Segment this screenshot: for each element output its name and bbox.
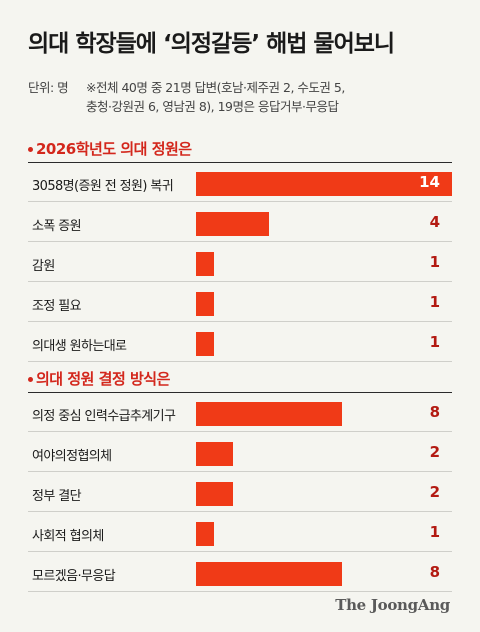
row-divider	[28, 241, 452, 242]
bar-value-label: 1	[429, 333, 440, 351]
section-rule	[28, 162, 452, 163]
bar	[196, 402, 342, 426]
bar-value-label: 14	[419, 173, 440, 191]
bar-value-label: 8	[429, 403, 440, 421]
bar	[196, 252, 214, 276]
source-note: 단위: 명 ※전체 40명 중 21명 답변(호남·제주권 2, 수도권 5, 충…	[28, 78, 345, 116]
chart-row: 소폭 증원 4	[28, 206, 452, 242]
row-divider	[28, 551, 452, 552]
bar-category-label: 사회적 협의체	[32, 529, 104, 544]
section-title-text: 2026학년도 의대 정원은	[36, 140, 192, 158]
bar-value-label: 2	[429, 483, 440, 501]
section-title-2: 의대 정원 결정 방식은	[28, 368, 170, 389]
chart-row: 감원 1	[28, 246, 452, 282]
note-line-1: ※전체 40명 중 21명 답변(호남·제주권 2, 수도권 5,	[86, 80, 345, 95]
bar-category-label: 조정 필요	[32, 299, 82, 314]
bar-value-label: 4	[429, 213, 440, 231]
section-title-1: 2026학년도 의대 정원은	[28, 138, 192, 159]
chart-row: 사회적 협의체 1	[28, 516, 452, 552]
chart-row: 의정 중심 인력수급추계기구 8	[28, 396, 452, 432]
row-divider	[28, 201, 452, 202]
bar	[196, 172, 452, 196]
section-title-text: 의대 정원 결정 방식은	[36, 370, 170, 388]
unit-label: 단위: 명	[28, 80, 69, 95]
row-divider	[28, 591, 452, 592]
bar	[196, 292, 214, 316]
row-divider	[28, 431, 452, 432]
bullet-dot-icon	[28, 377, 33, 382]
bar	[196, 562, 342, 586]
bar	[196, 332, 214, 356]
brand-logo: The JoongAng	[335, 596, 450, 614]
bullet-dot-icon	[28, 147, 33, 152]
bar-category-label: 소폭 증원	[32, 219, 82, 234]
bar-category-label: 의정 중심 인력수급추계기구	[32, 409, 176, 424]
chart-row: 여야의정협의체 2	[28, 436, 452, 472]
bar	[196, 522, 214, 546]
note-line-2: 충청·강원권 6, 영남권 8), 19명은 응답거부·무응답	[86, 99, 339, 114]
bar	[196, 482, 233, 506]
chart-row: 정부 결단 2	[28, 476, 452, 512]
chart-row: 의대생 원하는대로 1	[28, 326, 452, 362]
bar	[196, 212, 269, 236]
row-divider	[28, 281, 452, 282]
row-divider	[28, 471, 452, 472]
bar-category-label: 정부 결단	[32, 489, 82, 504]
chart-row: 조정 필요 1	[28, 286, 452, 322]
chart-row: 3058명(증원 전 정원) 복귀 14	[28, 166, 452, 202]
bar-category-label: 의대생 원하는대로	[32, 339, 127, 354]
section-rule	[28, 392, 452, 393]
bar-value-label: 2	[429, 443, 440, 461]
bar-value-label: 1	[429, 293, 440, 311]
bar-category-label: 감원	[32, 259, 55, 274]
page-title: 의대 학장들에 ‘의정갈등’ 해법 물어보니	[28, 31, 395, 57]
row-divider	[28, 361, 452, 362]
bar-value-label: 1	[429, 523, 440, 541]
bar-category-label: 모르겠음·무응답	[32, 569, 116, 584]
bar-category-label: 3058명(증원 전 정원) 복귀	[32, 179, 174, 194]
bar-category-label: 여야의정협의체	[32, 449, 112, 464]
bar-value-label: 8	[429, 563, 440, 581]
bar	[196, 442, 233, 466]
bar-value-label: 1	[429, 253, 440, 271]
row-divider	[28, 511, 452, 512]
row-divider	[28, 321, 452, 322]
chart-row: 모르겠음·무응답 8	[28, 556, 452, 592]
